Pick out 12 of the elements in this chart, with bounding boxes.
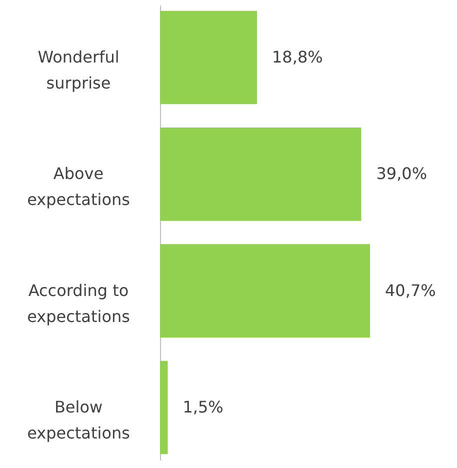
y-tick-label: According to expectations [27,280,130,326]
bar [160,10,257,104]
data-label: 1,5% [182,398,224,416]
y-tick-label: Wonderful surprise [38,48,120,92]
data-label: 40,7% [385,280,436,300]
bar [160,244,370,338]
y-tick-label: Below expectations [27,398,130,442]
data-label: 39,0% [376,164,428,184]
bar [160,128,362,221]
bar [160,360,168,454]
data-label: 18,8% [272,48,323,66]
y-tick-label: Above expectations [27,164,130,210]
